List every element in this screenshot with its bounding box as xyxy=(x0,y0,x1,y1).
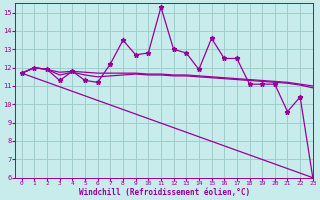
X-axis label: Windchill (Refroidissement éolien,°C): Windchill (Refroidissement éolien,°C) xyxy=(78,188,250,197)
